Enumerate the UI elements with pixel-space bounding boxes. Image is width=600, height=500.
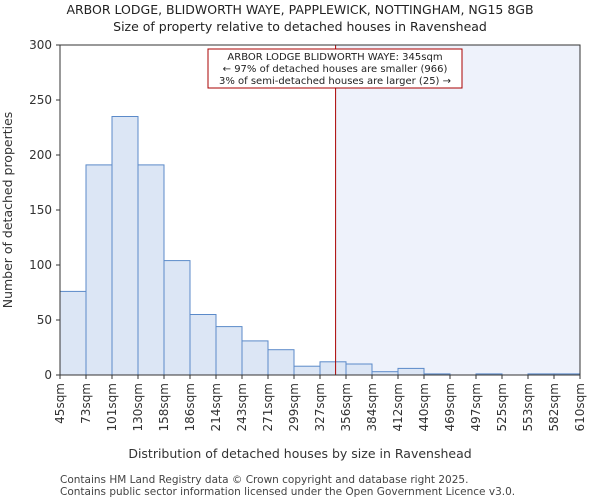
y-tick-label: 50 bbox=[37, 313, 52, 327]
y-tick-label: 250 bbox=[29, 93, 52, 107]
x-tick-label: 553sqm bbox=[521, 383, 535, 431]
x-tick-label: 101sqm bbox=[105, 383, 119, 431]
footer-line1: Contains HM Land Registry data © Crown c… bbox=[60, 474, 468, 486]
bar-214sqm bbox=[215, 326, 243, 376]
x-tick-label: 440sqm bbox=[417, 383, 431, 431]
x-tick-label: 243sqm bbox=[235, 383, 249, 431]
y-tick-label: 100 bbox=[29, 258, 52, 272]
bar-327sqm bbox=[319, 361, 347, 376]
bar-412sqm bbox=[397, 367, 425, 376]
x-tick-label: 497sqm bbox=[469, 383, 483, 431]
y-tick-label: 0 bbox=[44, 368, 52, 382]
x-tick-label: 469sqm bbox=[443, 383, 457, 431]
x-tick-label: 186sqm bbox=[183, 383, 197, 431]
x-tick-label: 45sqm bbox=[53, 383, 67, 424]
x-axis-label: Distribution of detached houses by size … bbox=[128, 446, 471, 461]
bar-186sqm bbox=[189, 314, 217, 376]
x-tick-label: 327sqm bbox=[313, 383, 327, 431]
bar-299sqm bbox=[293, 365, 321, 376]
footer-line2: Contains public sector information licen… bbox=[60, 486, 515, 498]
x-tick-label: 384sqm bbox=[365, 383, 379, 431]
bar-130sqm bbox=[137, 164, 165, 376]
bar-356sqm bbox=[345, 363, 373, 376]
x-tick-label: 582sqm bbox=[547, 383, 561, 431]
bar-45sqm bbox=[59, 290, 87, 376]
x-tick-label: 158sqm bbox=[157, 383, 171, 431]
highlight-region bbox=[335, 45, 580, 375]
y-axis-label: Number of detached properties bbox=[0, 112, 15, 309]
bar-271sqm bbox=[267, 349, 295, 376]
annotation-line1: ARBOR LODGE BLIDWORTH WAYE: 345sqm bbox=[227, 52, 442, 63]
x-tick-label: 214sqm bbox=[209, 383, 223, 431]
annotation-line3: 3% of semi-detached houses are larger (2… bbox=[219, 76, 451, 87]
y-tick-label: 200 bbox=[29, 148, 52, 162]
x-tick-label: 356sqm bbox=[339, 383, 353, 431]
chart-title-line2: Size of property relative to detached ho… bbox=[113, 19, 487, 34]
annotation-box: ARBOR LODGE BLIDWORTH WAYE: 345sqm ← 97%… bbox=[207, 48, 463, 89]
y-tick-label: 150 bbox=[29, 203, 52, 217]
x-tick-label: 130sqm bbox=[131, 383, 145, 431]
x-tick-label: 525sqm bbox=[495, 383, 509, 431]
x-tick-label: 271sqm bbox=[261, 383, 275, 431]
bar-243sqm bbox=[241, 340, 269, 376]
bar-73sqm bbox=[85, 164, 113, 376]
bar-158sqm bbox=[163, 260, 191, 376]
bar-101sqm bbox=[111, 116, 139, 376]
chart-title-line1: ARBOR LODGE, BLIDWORTH WAYE, PAPPLEWICK,… bbox=[66, 2, 533, 17]
y-tick-label: 300 bbox=[29, 38, 52, 52]
annotation-line2: ← 97% of detached houses are smaller (96… bbox=[223, 64, 448, 75]
x-tick-label: 610sqm bbox=[573, 383, 587, 431]
x-tick-label: 299sqm bbox=[287, 383, 301, 431]
x-tick-label: 73sqm bbox=[79, 383, 93, 424]
x-tick-label: 412sqm bbox=[391, 383, 405, 431]
